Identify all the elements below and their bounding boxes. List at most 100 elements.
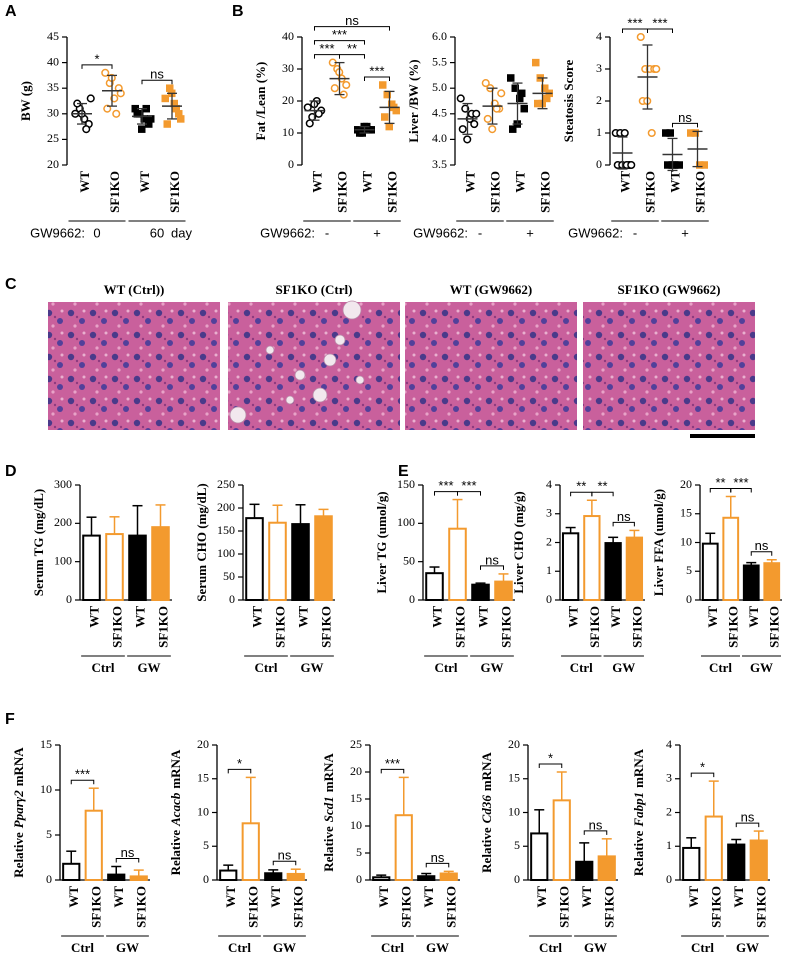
y-tick-label: 0 — [546, 592, 552, 606]
group-label: Ctrl — [71, 940, 94, 955]
data-point — [488, 125, 497, 134]
significance-label: *** — [385, 756, 400, 771]
group-label: GW — [480, 660, 503, 675]
data-point — [138, 125, 146, 133]
data-point — [497, 89, 506, 98]
data-point — [481, 79, 490, 88]
y-tick-label: 3 — [666, 771, 672, 785]
y-axis-label-part: mRNA — [11, 747, 26, 787]
y-tick-label: 10 — [282, 125, 294, 139]
y-tick-label: 15 — [680, 506, 692, 520]
x-tick-label: WT — [86, 606, 101, 628]
x-tick-label: WT — [731, 886, 746, 908]
histology-title: SF1KO (GW9662) — [618, 282, 721, 297]
bar — [625, 536, 644, 601]
significance-label: ns — [741, 810, 755, 825]
panel-label: B — [232, 3, 244, 20]
y-tick-label: 45 — [47, 29, 59, 43]
y-tick-label: 5 — [356, 845, 362, 859]
y-tick-label: 2 — [546, 534, 552, 548]
significance-label: ns — [431, 850, 445, 865]
group-label: Ctrl — [381, 940, 404, 955]
bar — [749, 839, 768, 882]
y-axis-label: Relative Pparγ2 mRNA — [11, 747, 26, 878]
data-point — [463, 135, 472, 144]
panel-label: D — [5, 463, 17, 480]
y-axis-label: Steatosis Score — [561, 60, 576, 143]
y-tick-label: 0 — [686, 592, 692, 606]
x-tick-label: WT — [376, 886, 391, 908]
x-tick-label: WT — [667, 171, 682, 193]
y-tick-label: 5 — [46, 827, 52, 841]
chart: 20 25 30 35 40 45 BW (g) WT SF1KO WT SF1KO 0 60 GW966… — [18, 29, 192, 241]
significance-bracket — [730, 488, 752, 493]
y-axis-label: Liver FFA (umol/g) — [651, 489, 666, 596]
y-tick-label: 4.5 — [432, 106, 447, 120]
data-point — [472, 109, 481, 118]
y-tick-label: 0 — [596, 157, 602, 171]
significance-label: * — [548, 750, 553, 765]
y-tick-label: 10 — [350, 818, 362, 832]
bar — [129, 875, 148, 882]
group-label: GW — [736, 940, 759, 955]
chart: 0 5 10 15 20 Relative Cd36 mRNA WT SF1KO WT SF1KO Ct… — [479, 737, 618, 955]
y-axis-label-part: Cd36 — [479, 795, 494, 824]
y-tick-label: 10 — [680, 534, 692, 548]
y-tick-label: 5 — [686, 563, 692, 577]
y-tick-label: 4 — [666, 737, 672, 751]
bar — [530, 832, 549, 881]
y-tick-label: 15 — [508, 771, 520, 785]
x-tick-label: WT — [462, 171, 477, 193]
data-point — [381, 113, 389, 121]
histology-image — [583, 302, 755, 430]
y-tick-label: 30 — [282, 61, 294, 75]
significance-label: ** — [347, 41, 357, 56]
y-axis-label: Serum CHO (mg/dL) — [194, 483, 209, 601]
bar — [704, 815, 723, 881]
chart: 0 5 10 15 20 Relative Acacb mRNA WT SF1KO WT SF1KO C… — [168, 737, 307, 955]
significance-bracket — [538, 763, 563, 768]
y-tick-label: 3.5 — [432, 157, 447, 171]
x-tick-label: SF1KO — [587, 606, 602, 648]
data-point — [303, 103, 312, 112]
data-point — [541, 84, 549, 92]
y-tick-label: 0 — [66, 592, 72, 606]
bar — [219, 869, 238, 881]
group-suffix: day — [171, 225, 192, 240]
significance-label: ns — [755, 538, 769, 553]
group-label: Ctrl — [254, 660, 277, 675]
y-tick-label: 10 — [508, 804, 520, 818]
significance-label: * — [237, 756, 242, 771]
significance-bracket — [314, 26, 390, 31]
data-point — [314, 109, 323, 118]
bar — [372, 876, 391, 881]
significance-bracket — [583, 830, 608, 835]
group-prefix: GW9662: — [413, 225, 468, 240]
significance-label: *** — [627, 15, 642, 30]
y-tick-label: 5 — [514, 838, 520, 852]
y-axis-label: Serum TG (mg/dL) — [31, 489, 46, 596]
data-point — [511, 84, 519, 92]
x-tick-label: SF1KO — [167, 171, 182, 213]
x-tick-label: SF1KO — [452, 606, 467, 648]
y-axis-label-part: Relative — [321, 826, 336, 872]
y-axis-label: Liver TG (umol/g) — [374, 491, 389, 593]
significance-label: ns — [121, 845, 135, 860]
x-tick-label: WT — [579, 886, 594, 908]
histology-title: WT (GW9662) — [450, 282, 532, 297]
x-tick-label: SF1KO — [498, 606, 513, 648]
x-tick-label: WT — [309, 171, 324, 193]
chart: 0 1 2 3 4 Liver CHO (mg/g) WT SF1KO WT SF1KO Ctrl G… — [511, 477, 645, 675]
x-tick-label: WT — [249, 606, 264, 628]
group-label: Ctrl — [228, 940, 251, 955]
bar — [314, 515, 333, 602]
data-point — [520, 104, 528, 113]
x-tick-label: SF1KO — [384, 171, 399, 213]
y-tick-label: 0 — [229, 592, 235, 606]
group-label: + — [526, 225, 534, 240]
chart: 0 5 10 15 20 25 Relative Scd1 mRNA WT SF1KO WT SF1KO… — [321, 737, 460, 955]
significance-bracket — [480, 565, 504, 570]
y-axis-label-part: Scd1 — [321, 796, 336, 822]
